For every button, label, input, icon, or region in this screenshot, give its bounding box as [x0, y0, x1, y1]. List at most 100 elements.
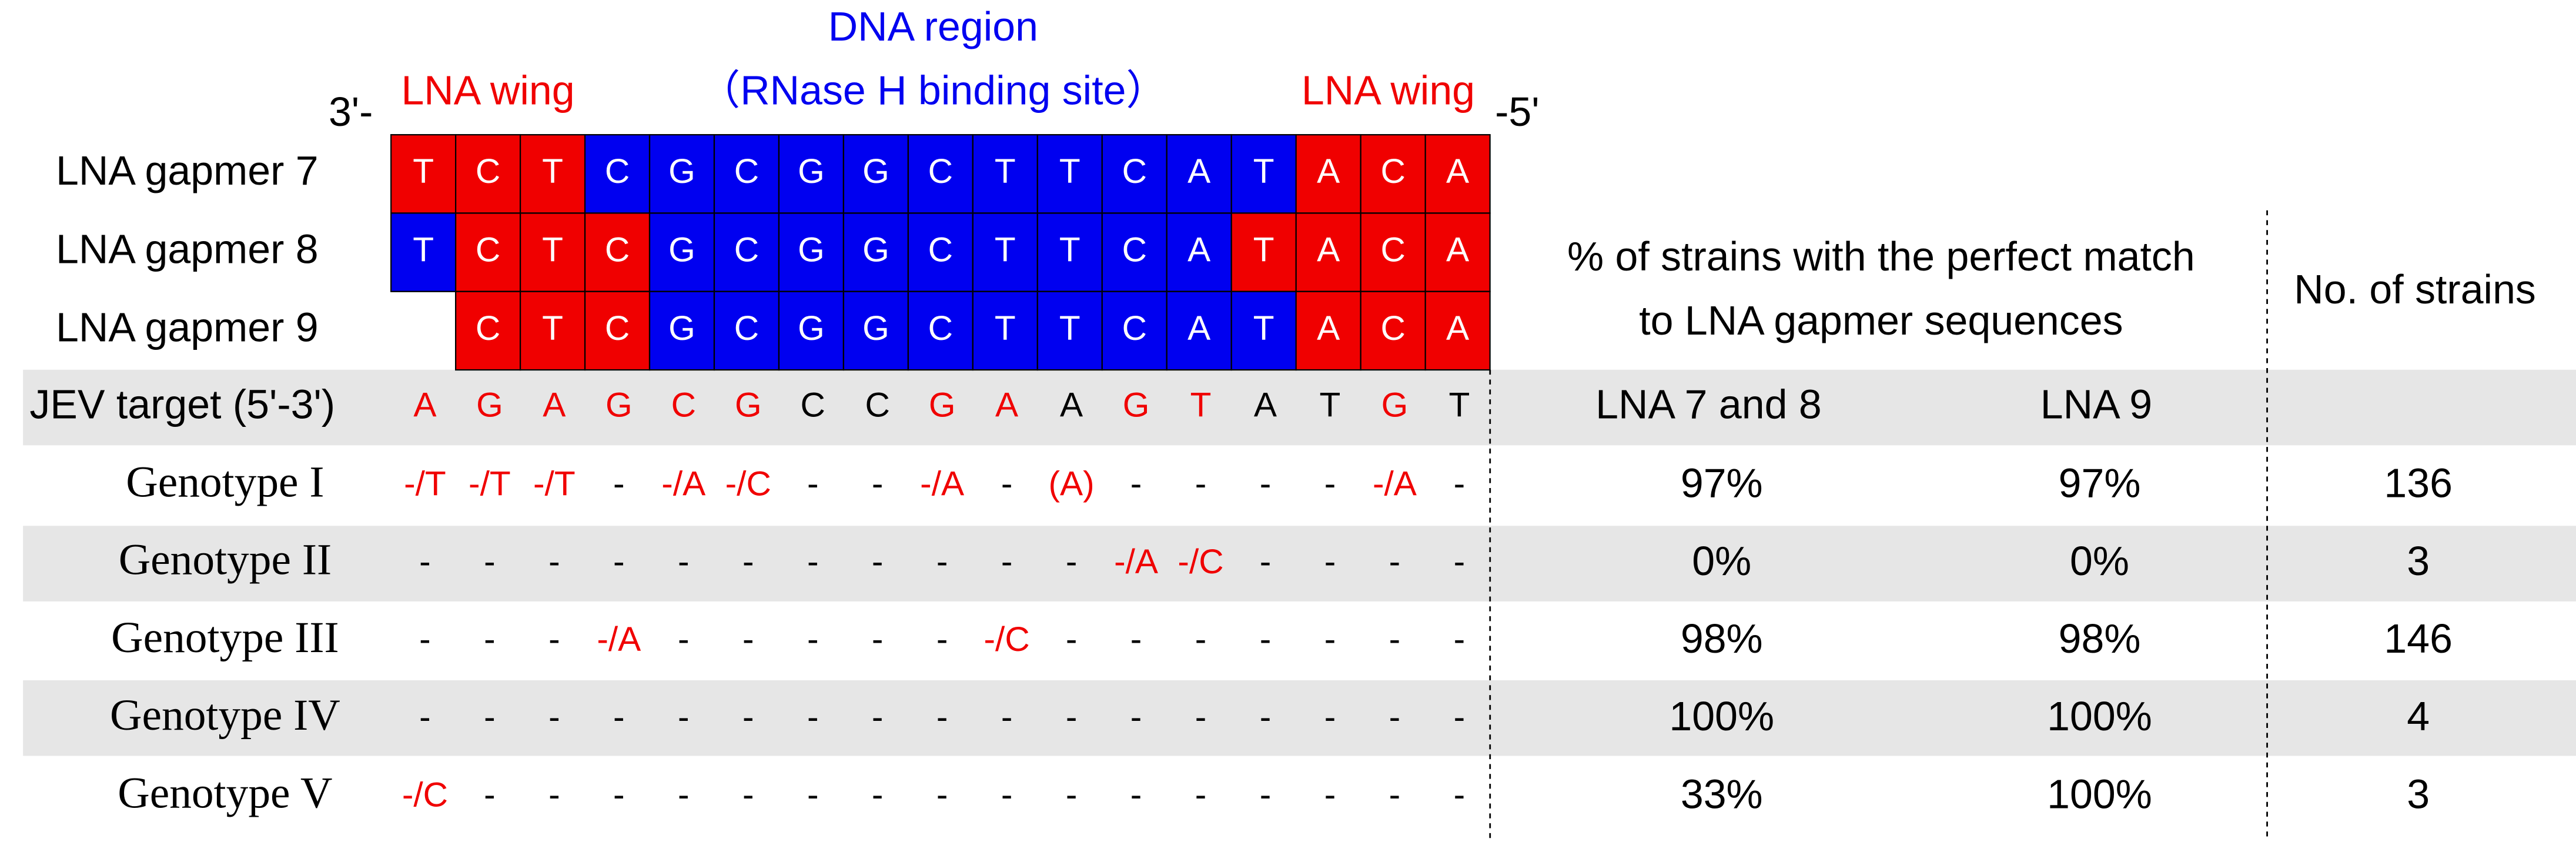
percent: 0%	[1692, 538, 1751, 584]
strain-count: 146	[2384, 616, 2453, 661]
variant: -	[419, 698, 431, 736]
nucleotide-cell	[1360, 212, 1426, 292]
wing-label: LNA wing	[1302, 68, 1475, 113]
column-header: LNA 7 and 8	[1595, 382, 1822, 427]
variant: -	[1260, 776, 1272, 814]
variant: -	[807, 698, 819, 736]
nucleotide: G	[862, 309, 889, 348]
target-base: T	[1190, 386, 1212, 425]
nucleotide-cell	[454, 212, 521, 292]
nucleotide: G	[798, 152, 825, 191]
nucleotide: G	[798, 230, 825, 269]
nucleotide-cell	[454, 134, 521, 214]
nucleotide: C	[928, 230, 953, 269]
variant: -	[742, 543, 754, 581]
nucleotide: C	[476, 152, 500, 191]
variant: -	[548, 620, 560, 659]
variant: -	[936, 776, 948, 814]
percent: 33%	[1681, 771, 1763, 817]
nucleotide-cell	[842, 134, 909, 214]
nucleotide: T	[542, 152, 563, 191]
nucleotide-cell	[1424, 212, 1491, 292]
nucleotide: C	[605, 230, 630, 269]
nucleotide-cell	[1230, 290, 1297, 371]
target-base: G	[735, 386, 762, 425]
target-base: A	[1060, 386, 1083, 425]
nucleotide-cell	[1166, 134, 1232, 214]
row-label: LNA gapmer 7	[56, 148, 319, 193]
nucleotide: C	[1380, 309, 1405, 348]
target-base: C	[801, 386, 825, 425]
variant: -	[1066, 620, 1078, 659]
variant: -	[484, 620, 496, 659]
variant: -/T	[404, 465, 446, 503]
target-base: C	[671, 386, 696, 425]
nucleotide: A	[1317, 152, 1340, 191]
nucleotide-cell	[1360, 290, 1426, 371]
band	[23, 369, 2576, 446]
nucleotide-cell	[519, 212, 586, 292]
nucleotide: C	[1380, 152, 1405, 191]
nucleotide-cell	[648, 290, 715, 371]
variant: -	[1066, 698, 1078, 736]
strain-count: 3	[2407, 538, 2430, 584]
target-base: A	[413, 386, 437, 425]
variant: -	[1324, 543, 1336, 581]
nucleotide-cell	[972, 134, 1038, 214]
variant: -/A	[597, 620, 641, 659]
band	[23, 526, 2576, 602]
nucleotide-cell	[1036, 212, 1103, 292]
nucleotide: T	[1059, 152, 1080, 191]
nucleotide: C	[605, 152, 630, 191]
table-header: No. of strains	[2294, 266, 2536, 312]
table-header: % of strains with the perfect match	[1567, 233, 2195, 279]
nucleotide: G	[668, 152, 695, 191]
nucleotide: T	[995, 230, 1016, 269]
nucleotide: G	[798, 309, 825, 348]
nucleotide-cell	[1424, 134, 1491, 214]
region-label: DNA region	[828, 4, 1038, 49]
variant: -	[1066, 543, 1078, 581]
variant: -	[1260, 620, 1272, 659]
variant: -	[1389, 698, 1401, 736]
nucleotide: T	[1059, 309, 1080, 348]
nucleotide-cell	[584, 212, 651, 292]
nucleotide: A	[1446, 309, 1470, 348]
variant: -/C	[984, 620, 1030, 659]
table-header: to LNA gapmer sequences	[1639, 298, 2123, 343]
variant: -	[807, 776, 819, 814]
variant: -/T	[533, 465, 576, 503]
variant: -/C	[402, 776, 448, 814]
row-label: LNA gapmer 8	[56, 226, 319, 272]
nucleotide: C	[476, 230, 500, 269]
variant: -	[1324, 776, 1336, 814]
variant: -	[742, 776, 754, 814]
variant: -	[484, 698, 496, 736]
nucleotide-cell	[519, 290, 586, 371]
target-base: A	[1254, 386, 1277, 425]
row-label: Genotype V	[118, 769, 332, 817]
variant: -	[1389, 543, 1401, 581]
variant: -	[1130, 620, 1142, 659]
nucleotide-cell	[1101, 290, 1167, 371]
nucleotide: C	[476, 309, 500, 348]
variant: -	[872, 465, 884, 503]
target-base: A	[543, 386, 566, 425]
variant: -	[1195, 465, 1207, 503]
percent: 97%	[1681, 460, 1763, 506]
nucleotide-cell	[907, 212, 973, 292]
target-base: T	[1448, 386, 1470, 425]
variant: -	[678, 620, 690, 659]
variant: (A)	[1048, 465, 1094, 503]
end-label: -5'	[1495, 89, 1539, 135]
variant: -	[1454, 543, 1466, 581]
nucleotide-cell	[842, 290, 909, 371]
nucleotide: A	[1446, 230, 1470, 269]
variant: -	[678, 698, 690, 736]
variant: -	[1324, 698, 1336, 736]
variant: -	[1260, 698, 1272, 736]
variant: -	[872, 543, 884, 581]
nucleotide: G	[668, 309, 695, 348]
variant: -	[872, 620, 884, 659]
variant: -/A	[1373, 465, 1417, 503]
